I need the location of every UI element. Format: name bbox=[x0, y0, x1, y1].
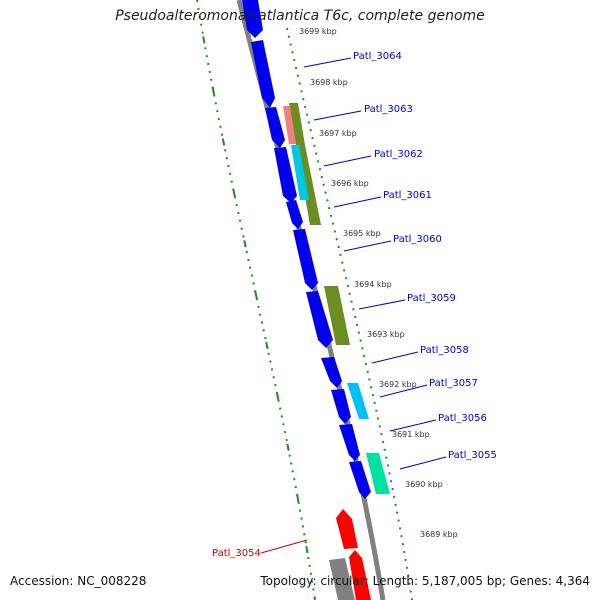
scale-labels: 3699 kbp 3698 kbp 3697 kbp 3696 kbp 3695… bbox=[299, 27, 458, 539]
feature-bars bbox=[283, 103, 390, 494]
gene-arrow-patl-3062 bbox=[274, 147, 297, 203]
leader-line bbox=[379, 384, 428, 398]
inner-tick-marks bbox=[196, 0, 316, 600]
leader-line bbox=[303, 57, 352, 68]
feature-olive-3 bbox=[324, 286, 350, 345]
leader-line bbox=[389, 419, 437, 432]
gene-label[interactable]: Patl_3058 bbox=[420, 345, 469, 356]
gene-label[interactable]: Patl_3061 bbox=[383, 190, 432, 201]
gene-arrow-patl-3061 bbox=[286, 200, 303, 229]
gene-labels: Patl_3064 Patl_3063 Patl_3062 Patl_3061 … bbox=[353, 51, 497, 461]
gene-label[interactable]: Patl_3059 bbox=[407, 293, 456, 304]
gene-arrow-gray bbox=[329, 558, 355, 600]
gene-arrow-patl-3057 bbox=[331, 389, 351, 424]
inner-tick-ring bbox=[196, 0, 316, 600]
gene-label-reverse[interactable]: Patl_3054 bbox=[212, 548, 261, 559]
scale-label: 3697 kbp bbox=[319, 129, 357, 138]
gene-arrow-patl-3060 bbox=[293, 229, 318, 290]
feature-teal bbox=[366, 453, 390, 494]
gene-label[interactable]: Patl_3062 bbox=[374, 149, 423, 160]
gene-label[interactable]: Patl_3057 bbox=[429, 378, 478, 389]
genome-summary: Topology: circular; Length: 5,187,005 bp… bbox=[260, 574, 590, 588]
gene-label[interactable]: Patl_3064 bbox=[353, 51, 402, 62]
leader-line-reverse bbox=[260, 539, 308, 554]
gene-label[interactable]: Patl_3055 bbox=[448, 450, 497, 461]
scale-label: 3692 kbp bbox=[379, 380, 417, 389]
feature-pink bbox=[283, 106, 296, 144]
gene-arrow-patl-3059 bbox=[306, 291, 333, 348]
leader-line bbox=[358, 299, 406, 310]
scale-label: 3695 kbp bbox=[343, 229, 381, 238]
gene-arrow-patl-3055 bbox=[349, 461, 371, 499]
accession-text: Accession: NC_008228 bbox=[10, 574, 147, 588]
leader-line bbox=[323, 155, 372, 167]
scale-label: 3694 kbp bbox=[354, 280, 392, 289]
gene-arrow-patl-3056 bbox=[339, 424, 360, 461]
leader-line bbox=[333, 196, 382, 208]
leader-line bbox=[343, 240, 392, 252]
gene-label[interactable]: Patl_3060 bbox=[393, 234, 442, 245]
feature-cyan-1 bbox=[291, 145, 309, 200]
scale-label: 3689 kbp bbox=[420, 530, 458, 539]
scale-label: 3696 kbp bbox=[331, 179, 369, 188]
scale-label: 3699 kbp bbox=[299, 27, 337, 36]
forward-genes bbox=[242, 0, 371, 499]
genome-title: Pseudoalteromonas atlantica T6c, complet… bbox=[115, 8, 485, 24]
gene-label-lines bbox=[303, 57, 447, 470]
gene-arrow-patl-3053 bbox=[349, 550, 371, 600]
gene-arrow-patl-3054 bbox=[336, 509, 358, 549]
gene-arrow-patl-3065 bbox=[242, 0, 263, 38]
feature-olive-1 bbox=[289, 103, 305, 145]
leader-line bbox=[371, 351, 419, 364]
feature-cyan-2 bbox=[347, 383, 369, 419]
scale-label: 3690 kbp bbox=[405, 480, 443, 489]
leader-line bbox=[313, 110, 362, 121]
gene-label[interactable]: Patl_3063 bbox=[364, 104, 413, 115]
reverse-genes bbox=[329, 509, 371, 600]
scale-label: 3693 kbp bbox=[367, 330, 405, 339]
scale-label: 3698 kbp bbox=[310, 78, 348, 87]
gene-arrow-patl-3058 bbox=[321, 357, 342, 388]
gene-label[interactable]: Patl_3056 bbox=[438, 413, 487, 424]
leader-line bbox=[399, 456, 447, 470]
gene-arrow-patl-3064 bbox=[251, 40, 275, 108]
scale-label: 3691 kbp bbox=[392, 430, 430, 439]
gene-arrow-patl-3063 bbox=[265, 107, 285, 148]
